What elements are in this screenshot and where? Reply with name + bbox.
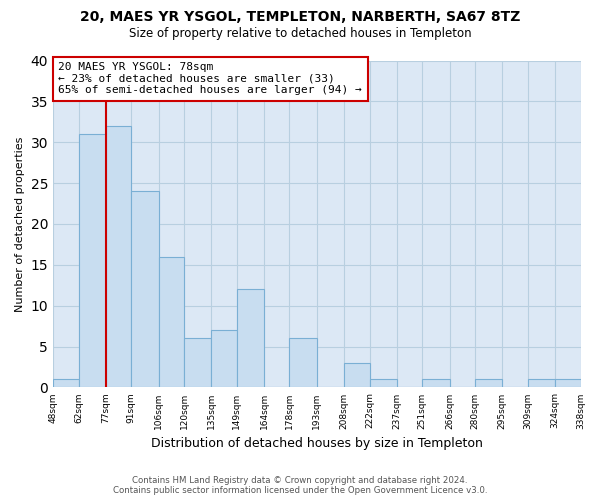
Text: Size of property relative to detached houses in Templeton: Size of property relative to detached ho… — [128, 28, 472, 40]
Bar — [237, 290, 264, 388]
Bar — [344, 363, 370, 388]
Text: Contains HM Land Registry data © Crown copyright and database right 2024.
Contai: Contains HM Land Registry data © Crown c… — [113, 476, 487, 495]
Bar — [475, 380, 502, 388]
Bar — [158, 256, 184, 388]
Bar — [53, 380, 79, 388]
Bar — [370, 380, 397, 388]
Text: 20 MAES YR YSGOL: 78sqm
← 23% of detached houses are smaller (33)
65% of semi-de: 20 MAES YR YSGOL: 78sqm ← 23% of detache… — [58, 62, 362, 96]
Bar — [555, 380, 581, 388]
Bar — [289, 338, 317, 388]
X-axis label: Distribution of detached houses by size in Templeton: Distribution of detached houses by size … — [151, 437, 483, 450]
Bar — [106, 126, 131, 388]
Bar — [422, 380, 449, 388]
Bar — [184, 338, 211, 388]
Text: 20, MAES YR YSGOL, TEMPLETON, NARBERTH, SA67 8TZ: 20, MAES YR YSGOL, TEMPLETON, NARBERTH, … — [80, 10, 520, 24]
Bar — [131, 192, 158, 388]
Bar — [211, 330, 237, 388]
Bar — [528, 380, 555, 388]
Y-axis label: Number of detached properties: Number of detached properties — [15, 136, 25, 312]
Bar — [79, 134, 106, 388]
